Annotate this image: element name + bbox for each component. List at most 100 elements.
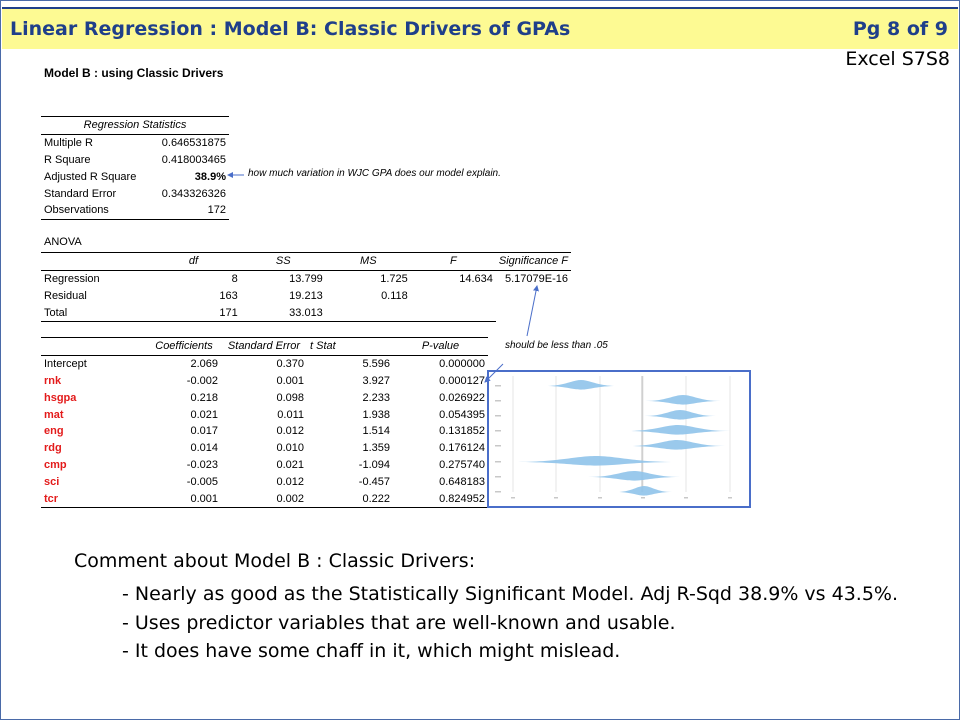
cell-coef: 0.017 [190,425,218,438]
cell-coef: 2.069 [190,358,218,371]
table-row: R Square 0.418003465 [44,153,226,166]
table-row: mat 0.021 0.011 1.938 0.054395 [41,406,488,423]
list-item: - Uses predictor variables that are well… [122,611,676,634]
regression-statistics-table: Regression Statistics Multiple R 0.646531… [41,116,229,220]
axis-tick-mark [684,497,688,499]
table-row: Adjusted R Square 38.9% [41,168,229,185]
cell-p: 0.824952 [393,490,488,508]
cell-t: 1.359 [362,442,390,455]
cell-t: -1.094 [358,458,390,471]
table-row: Observations 172 [41,201,229,220]
axis-tick-mark [598,497,602,499]
distribution-shape [514,456,678,466]
coefficients-table: Coefficients Standard Error t Stat P-val… [41,337,488,508]
cell-p: 0.054395 [439,408,485,421]
variable-name: cmp [44,458,67,471]
table-row: Multiple R 0.646531875 [44,137,226,150]
cell-coef: -0.002 [186,374,218,387]
cell-coef: 0.021 [190,408,218,421]
cell-t: 5.596 [362,358,390,371]
significance-f-arrow [526,285,539,337]
cell-coef: 0.001 [147,490,221,508]
cell-t: 1.938 [362,408,390,421]
cell-se: 0.012 [276,475,304,488]
row-label-mark [495,491,501,493]
list-item: - It does have some chaff in it, which m… [122,640,621,663]
axis-tick-mark [554,497,558,499]
axis-tick-mark [511,497,515,499]
table-row: Intercept 2.069 0.370 5.596 0.000000 [41,355,488,372]
pvalue-arrow [484,363,504,383]
axis-tick-mark [641,497,645,499]
variable-name: mat [44,408,64,421]
cell-p: 0.275740 [439,458,485,471]
cell-p: 0.176124 [439,442,485,455]
variable-name: rnk [44,374,62,387]
table-row: cmp -0.023 0.021 -1.094 0.275740 [41,457,488,474]
cell-coef: -0.023 [186,458,218,471]
cell-se: 0.010 [276,442,304,455]
cell-coef: -0.005 [186,475,218,488]
row-label-mark [495,430,501,432]
distribution-shape [588,471,680,481]
row-label-mark [495,415,501,417]
cell-t: 3.927 [362,374,390,387]
coefficient-distribution-chart [487,370,751,508]
anova-header-row: df SS MS F Significance F [41,252,571,271]
model-title: Model B : using Classic Drivers [44,66,224,80]
cell-p: 0.000127 [439,374,485,387]
significance-note: should be less than .05 [505,340,608,351]
cell-p: 0.000000 [439,358,485,371]
cell-se: 0.002 [221,490,307,508]
table-row: Standard Error 0.343326326 [44,187,226,200]
variable-name: eng [44,425,64,438]
table-row: rdg 0.014 0.010 1.359 0.176124 [41,440,488,457]
row-label-mark [495,385,501,387]
adjusted-r-square-value: 38.9% [194,170,226,183]
chart-svg [495,376,732,499]
cell-p: 0.131852 [439,425,485,438]
comment-bullets: - Nearly as good as the Statistically Si… [122,580,898,666]
cell-se: 0.370 [276,358,304,371]
variable-name: sci [44,475,60,488]
distribution-shape [616,486,672,496]
distribution-shape [626,425,730,435]
cell-t: -0.457 [358,475,390,488]
slide-header: Linear Regression : Model B: Classic Dri… [2,7,958,49]
cell-p: 0.648183 [439,475,485,488]
table-row: sci -0.005 0.012 -0.457 0.648183 [41,473,488,490]
cell-se: 0.012 [276,425,304,438]
axis-tick-mark [728,497,732,499]
row-label-mark [495,461,501,463]
cell-se: 0.001 [276,374,304,387]
cell-se: 0.011 [277,408,304,421]
anova-label: ANOVA [44,236,82,248]
cell-coef: 0.218 [190,391,218,404]
excel-reference: Excel S7S8 [845,48,950,70]
table-row: Total 171 33.013 [41,304,571,323]
significance-f-value: 5.17079E-16 [505,273,568,286]
row-label-mark [495,445,501,447]
adjusted-r-square-note: how much variation in WJC GPA does our m… [248,168,501,179]
table-row: Residual 163 19.213 0.118 [44,289,408,302]
regression-statistics-heading: Regression Statistics [41,116,229,135]
cell-p: 0.026922 [439,391,485,404]
cell-t: 2.233 [362,391,390,404]
variable-name: rdg [44,442,62,455]
slide-title: Linear Regression : Model B: Classic Dri… [10,18,571,40]
cell-se: 0.098 [276,391,304,404]
cell-t: 0.222 [307,490,393,508]
variable-name: tcr [41,490,147,508]
variable-name: hsgpa [44,391,77,404]
row-label-mark [495,476,501,478]
cell-t: 1.514 [362,425,390,438]
page-indicator: Pg 8 of 9 [852,18,948,40]
table-row: rnk -0.002 0.001 3.927 0.000127 [41,373,488,390]
distribution-shape [645,395,721,405]
anova-table: df SS MS F Significance F Regression 8 1… [41,252,571,323]
table-row: hsgpa 0.218 0.098 2.233 0.026922 [41,389,488,406]
row-label-mark [495,400,501,402]
distribution-shape [545,380,617,390]
table-row: Regression 8 13.799 1.725 14.634 5.17079… [41,270,571,287]
